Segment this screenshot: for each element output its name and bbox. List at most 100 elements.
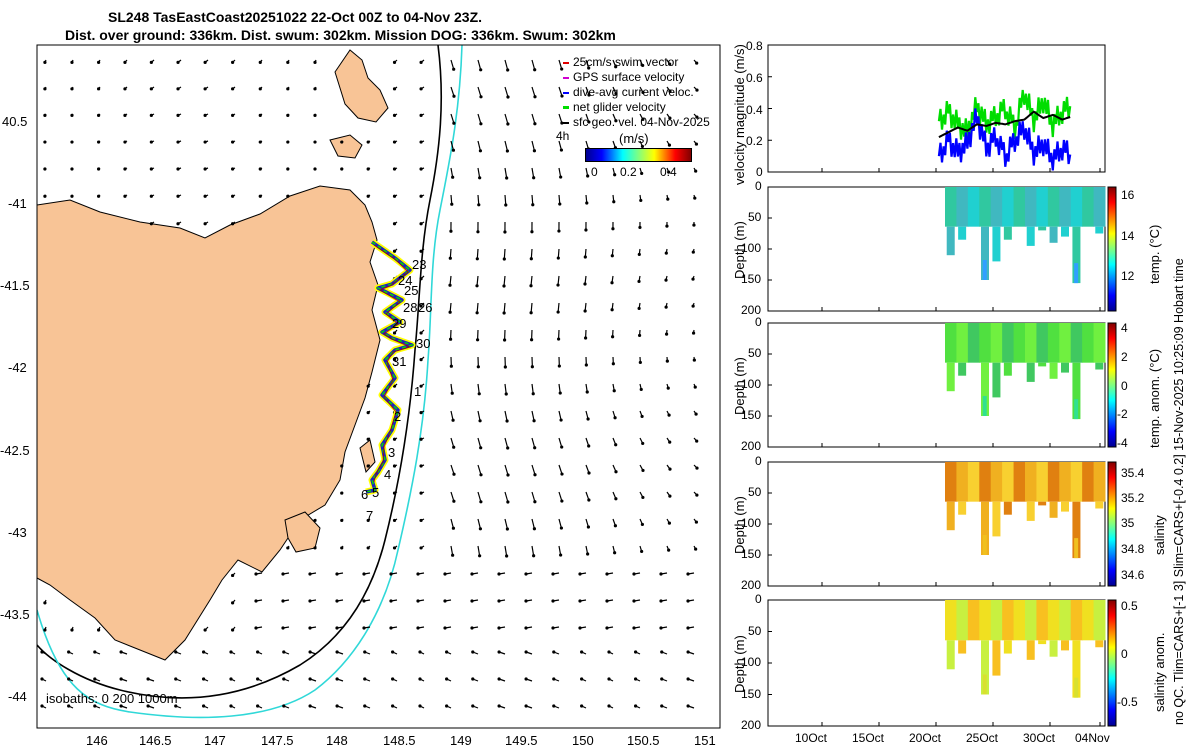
profile-cell [967, 600, 980, 641]
velocity-arrowhead [505, 419, 509, 423]
velocity-arrowhead [638, 225, 642, 230]
velocity-arrowhead [256, 650, 260, 654]
profile-cell [1026, 362, 1035, 382]
profile-cell [1074, 263, 1079, 284]
velocity-arrowhead [668, 440, 672, 444]
velocity-arrowhead [392, 437, 397, 441]
velocity-arrowhead [258, 194, 262, 198]
time-xtick: 10Oct [795, 731, 828, 745]
velocity-arrowhead [605, 572, 609, 576]
velocity-arrowhead [560, 121, 564, 125]
velocity-arrowhead [176, 113, 180, 117]
profile-cell [979, 600, 992, 641]
depth-tick: 0 [755, 454, 762, 468]
profile-cell [1025, 187, 1037, 227]
time-xtick: 15Oct [852, 731, 885, 745]
velocity-arrowhead [419, 222, 423, 226]
velocity-arrowhead [532, 527, 536, 531]
tanom-cbar-label: temp. anom. (°C) [1147, 348, 1162, 448]
velocity-arrowhead [67, 650, 71, 654]
velocity-arrowhead [551, 599, 555, 603]
velocity-arrow [477, 167, 481, 178]
velocity-arrowhead [419, 167, 423, 171]
profile-cell [1003, 226, 1012, 240]
velocity-arrowhead [174, 677, 178, 681]
velocity-arrowhead [529, 284, 533, 288]
velocity-arrowhead [560, 445, 564, 449]
profile-cell [958, 640, 967, 654]
velocity-arrowhead [667, 413, 671, 417]
velocity-arrowhead [532, 176, 536, 180]
velocity-arrowhead [231, 167, 235, 171]
velocity-arrowhead [479, 68, 483, 72]
velocity-arrowhead [531, 203, 535, 207]
velocity-arrowhead [419, 546, 423, 550]
profile-cell [945, 600, 957, 641]
profile-cell [1061, 362, 1069, 373]
map-lon-tick: 151 [694, 733, 716, 748]
profile-cell [1002, 187, 1015, 227]
legend-swatch [563, 106, 569, 109]
velocity-arrowhead [392, 331, 397, 335]
legend-label: 25cm/s swim vector [573, 55, 679, 69]
vel-ylabel: velocity magnitude (m/s) [732, 44, 747, 185]
velocity-arrowhead [659, 572, 663, 576]
velocity-arrowhead [686, 677, 690, 681]
profile-cell [1059, 600, 1072, 641]
velocity-arrowhead [584, 228, 588, 232]
depth-tick: 100 [741, 377, 762, 391]
velocity-arrowhead [580, 677, 584, 681]
velocity-arrowhead [559, 148, 564, 152]
maria-island [359, 439, 376, 474]
map-lat-tick: 40.5 [2, 114, 28, 129]
vel-ytick: 0.2 [746, 134, 763, 148]
velocity-arrowhead [418, 704, 422, 708]
depth-tick: 0 [755, 315, 762, 329]
velocity-arrowhead [585, 390, 589, 394]
velocity-arrowhead [256, 704, 260, 708]
velocity-arrowhead [149, 140, 153, 144]
velocity-arrowhead [475, 284, 479, 288]
velocity-arrowhead [665, 359, 669, 363]
velocity-arrowhead [667, 170, 671, 174]
tanom-cbar-tick: 4 [1121, 321, 1128, 335]
velocity-arrowhead [43, 167, 47, 171]
velocity-arrowhead [70, 167, 74, 171]
depth-tick: 0 [755, 179, 762, 193]
velocity-arrowhead [445, 704, 449, 708]
velocity-arrowhead [641, 117, 645, 122]
velocity-arrowhead [667, 521, 671, 525]
velocity-arrow [504, 464, 509, 476]
velocity-arrowhead [664, 251, 668, 255]
velocity-arrowhead [70, 113, 74, 117]
velocity-arrowhead [40, 677, 44, 681]
profile-cell [1070, 600, 1083, 641]
velocity-arrowhead [533, 446, 537, 450]
velocity-arrowhead [506, 473, 510, 477]
velocity-arrowhead [392, 249, 397, 253]
velocity-arrowhead [497, 704, 501, 708]
velocity-arrowhead [362, 599, 366, 603]
velocity-arrowhead [176, 194, 180, 198]
velocity-arrowhead [552, 704, 556, 708]
velocity-arrowhead [416, 626, 420, 630]
profile-cell [982, 396, 987, 416]
map-lon-tick: 146.5 [139, 733, 172, 748]
profile-cell [979, 323, 992, 363]
velocity-arrowhead [578, 599, 582, 603]
velocity-arrowhead [366, 140, 370, 144]
velocity-arrowhead [123, 60, 127, 64]
velocity-arrow [531, 383, 534, 394]
map-lat-tick: -42.5 [0, 443, 30, 458]
track-day-label: 28 [403, 300, 418, 315]
profile-cell [958, 501, 967, 515]
depth-tick: 100 [741, 241, 762, 255]
profile-cell [1002, 600, 1015, 641]
velocity-arrowhead [668, 116, 672, 120]
velocity-arrowhead [451, 526, 455, 530]
velocity-arrowhead [258, 167, 262, 171]
velocity-arrowhead [96, 113, 101, 117]
depth-tick: 50 [748, 485, 762, 499]
velocity-arrowhead [559, 553, 563, 557]
velocity-arrowhead [366, 437, 370, 441]
